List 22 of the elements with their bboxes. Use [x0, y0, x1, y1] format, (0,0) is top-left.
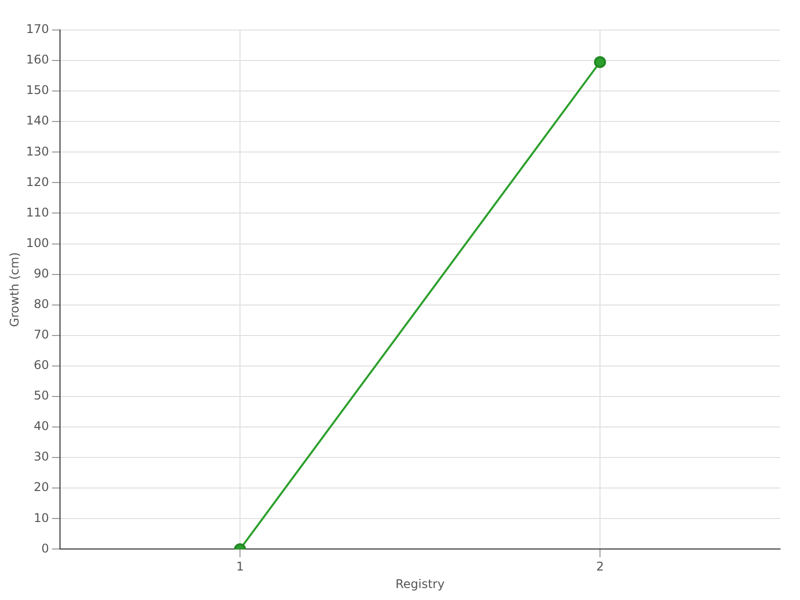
y-tick-label: 60: [34, 358, 49, 372]
y-tick-label: 40: [34, 419, 49, 434]
y-axis-title: Growth (cm): [7, 252, 22, 328]
y-tick-label: 0: [41, 541, 49, 556]
y-tick-label: 70: [34, 328, 49, 342]
y-tick-label: 160: [26, 52, 49, 67]
y-tick-label: 20: [34, 480, 49, 494]
y-tick-label: 30: [34, 450, 49, 464]
y-tick-label: 90: [34, 266, 49, 280]
y-tick-label: 100: [26, 236, 49, 250]
y-tick-label: 50: [34, 388, 49, 403]
y-tick-label: 10: [34, 510, 49, 525]
x-axis-title: Registry: [395, 576, 445, 591]
y-tick-label: 140: [26, 114, 49, 128]
y-tick-label: 130: [26, 144, 49, 158]
y-tick-label: 150: [26, 83, 49, 98]
x-tick-label: 1: [236, 560, 244, 574]
y-tick-label: 110: [26, 205, 49, 220]
y-tick-label: 170: [26, 22, 49, 36]
x-tick-label: 2: [596, 560, 604, 574]
y-tick-label: 80: [34, 296, 49, 311]
y-tick-label: 120: [26, 174, 49, 189]
